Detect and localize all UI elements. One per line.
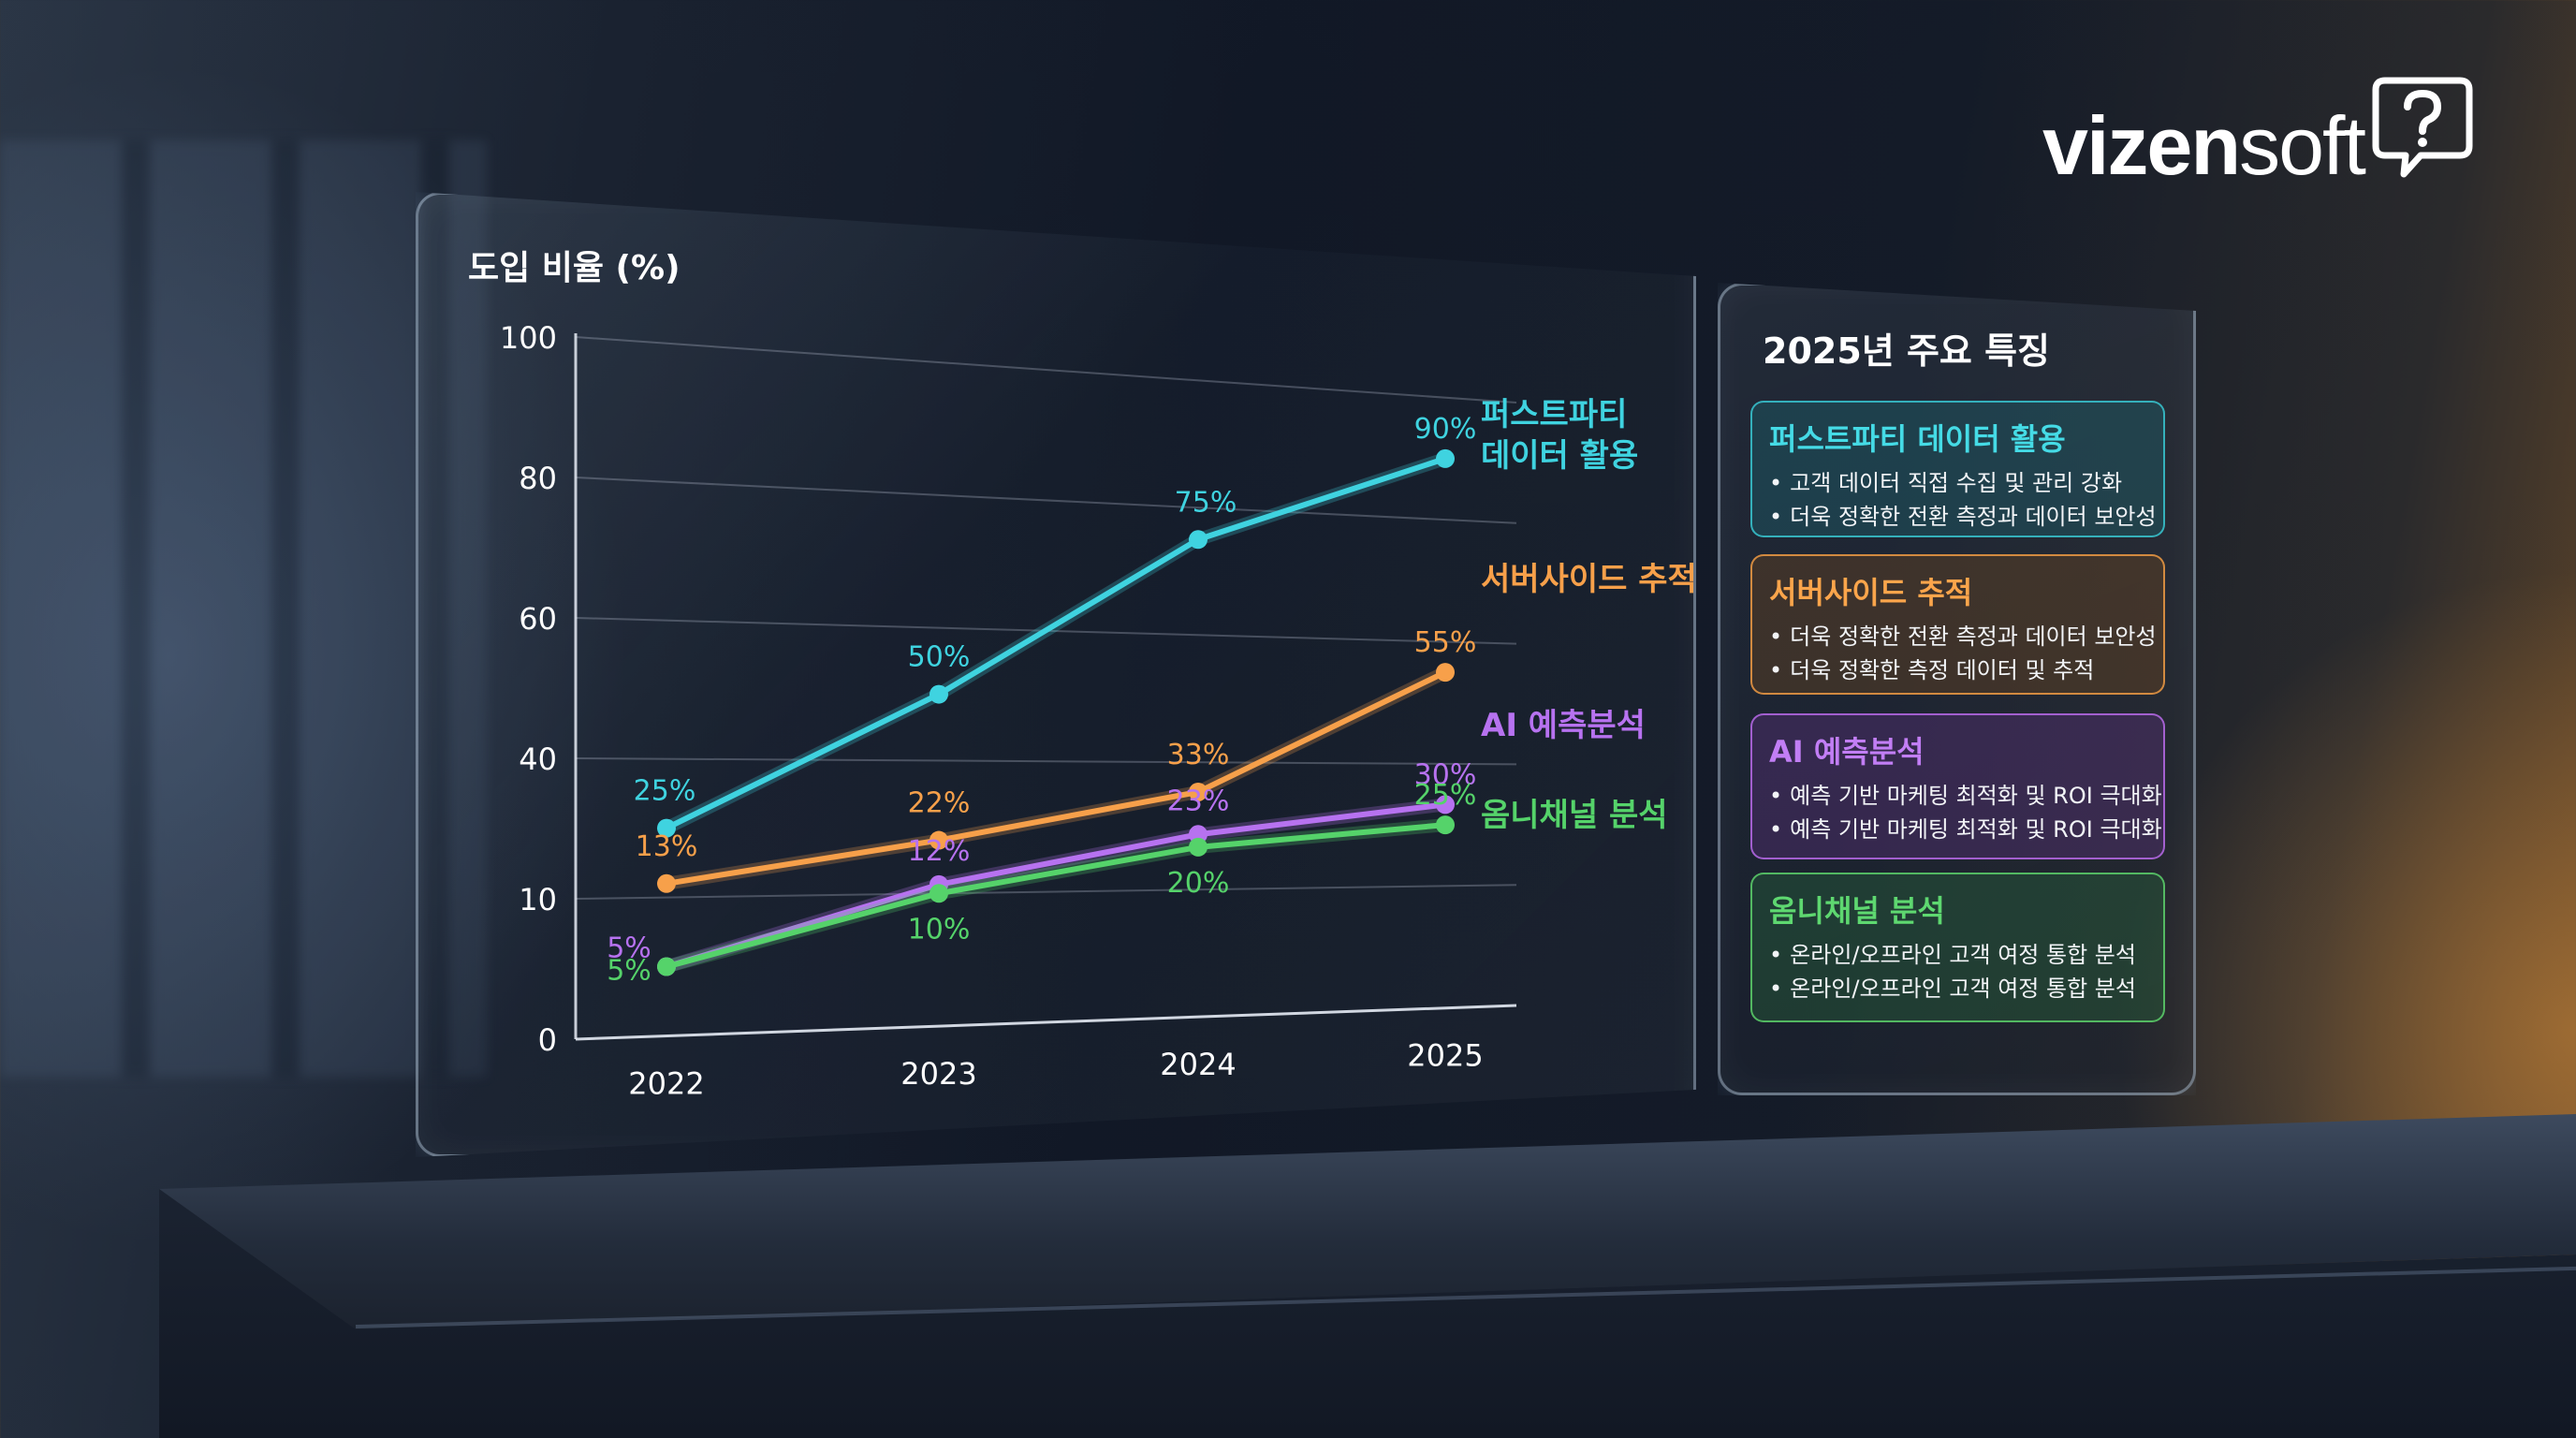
data-point	[657, 818, 676, 838]
data-point	[1189, 837, 1208, 857]
logo-text-bold: vizen	[2042, 99, 2241, 192]
series-line	[664, 822, 1448, 970]
y-axis-title: 도입 비율 (%)	[468, 249, 681, 287]
x-axis-line	[575, 1004, 1517, 1041]
x-tick-label: 2024	[1160, 1047, 1236, 1082]
data-point	[929, 684, 948, 704]
feature-item: 더욱 정확한 측정 데이터 및 추적	[1769, 653, 2146, 687]
series-end-label: 서버사이드 추적	[1481, 561, 1697, 598]
data-label: 30%	[1414, 758, 1477, 791]
feature-card-title: AI 예측분석	[1769, 734, 1925, 770]
y-tick-label: 40	[519, 741, 557, 777]
data-point	[929, 830, 948, 850]
y-tick-label: 80	[519, 461, 557, 496]
feature-card-server-side: 서버사이드 추적 더욱 정확한 전환 측정과 데이터 보안성 더욱 정확한 측정…	[1750, 554, 2165, 695]
grid-line	[575, 336, 1517, 404]
feature-item: 온라인/오프라인 고객 여정 통합 분석	[1769, 972, 2146, 1005]
x-tick-label: 2022	[628, 1066, 704, 1102]
x-tick-label: 2023	[900, 1056, 976, 1092]
data-label: 22%	[908, 787, 971, 820]
data-label: 25%	[1414, 779, 1477, 812]
series-line	[664, 669, 1448, 887]
vizensoft-logo: vizensoft	[2042, 77, 2475, 187]
grid-line	[575, 884, 1517, 900]
logo-text-light: soft	[2239, 99, 2366, 192]
series-line	[664, 801, 1448, 970]
data-point	[1436, 815, 1455, 835]
grid-line	[575, 477, 1517, 524]
feature-item: 온라인/오프라인 고객 여정 통합 분석	[1769, 938, 2146, 972]
data-label: 20%	[1167, 867, 1230, 900]
data-label: 23%	[1167, 785, 1230, 817]
data-label: 25%	[634, 775, 696, 808]
feature-item: 예측 기반 마케팅 최적화 및 ROI 극대화	[1769, 813, 2162, 846]
feature-card-omnichannel: 옴니채널 분석 온라인/오프라인 고객 여정 통합 분석 온라인/오프라인 고객…	[1750, 873, 2165, 1022]
data-label: 5%	[607, 955, 651, 988]
data-label: 90%	[1414, 413, 1477, 446]
series-end-label: 데이터 활용	[1481, 437, 1638, 475]
feature-card-title: 서버사이드 추적	[1769, 575, 1973, 610]
data-label: 10%	[908, 913, 971, 946]
series-end-label: 퍼스트파티	[1481, 396, 1627, 433]
y-tick-label: 0	[538, 1022, 557, 1058]
data-point	[657, 873, 676, 893]
feature-item: 더욱 정확한 전환 측정과 데이터 보안성	[1769, 620, 2156, 653]
data-label: 13%	[636, 830, 698, 863]
data-label: 50%	[908, 641, 971, 674]
feature-item: 고객 데이터 직접 수집 및 관리 강화	[1769, 466, 2146, 500]
data-label: 33%	[1167, 739, 1230, 771]
y-tick-label: 60	[519, 601, 557, 637]
y-tick-label: 10	[519, 882, 557, 917]
series-end-label: AI 예측분석	[1481, 707, 1646, 744]
data-label: 5%	[607, 932, 651, 965]
data-point	[1436, 663, 1455, 682]
data-point	[1436, 795, 1455, 814]
data-label: 55%	[1414, 626, 1477, 659]
features-title: 2025년 주요 특징	[1763, 330, 2051, 372]
feature-card-first-party: 퍼스트파티 데이터 활용 고객 데이터 직접 수집 및 관리 강화 더욱 정확한…	[1750, 401, 2165, 537]
feature-card-ai-prediction: AI 예측분석 예측 기반 마케팅 최적화 및 ROI 극대화 예측 기반 마케…	[1750, 713, 2165, 859]
y-tick-label: 100	[500, 320, 557, 356]
data-label: 75%	[1175, 486, 1237, 519]
data-point	[929, 884, 948, 903]
series-end-label: 옴니채널 분석	[1481, 797, 1668, 834]
data-point	[1189, 782, 1208, 801]
feature-card-title: 옴니채널 분석	[1769, 893, 1945, 929]
x-tick-label: 2025	[1407, 1038, 1483, 1074]
data-point	[1189, 530, 1208, 550]
feature-item: 예측 기반 마케팅 최적화 및 ROI 극대화	[1769, 779, 2162, 813]
data-point	[1436, 448, 1455, 468]
question-bubble-icon	[2372, 77, 2473, 178]
data-point	[657, 957, 676, 976]
feature-item: 더욱 정확한 전환 측정과 데이터 보안성	[1769, 500, 2156, 534]
grid-line	[575, 757, 1517, 766]
chart-glass-panel	[416, 192, 1696, 1157]
feature-card-title: 퍼스트파티 데이터 활용	[1769, 421, 2066, 457]
data-label: 12%	[908, 835, 971, 868]
series-line	[664, 455, 1448, 831]
